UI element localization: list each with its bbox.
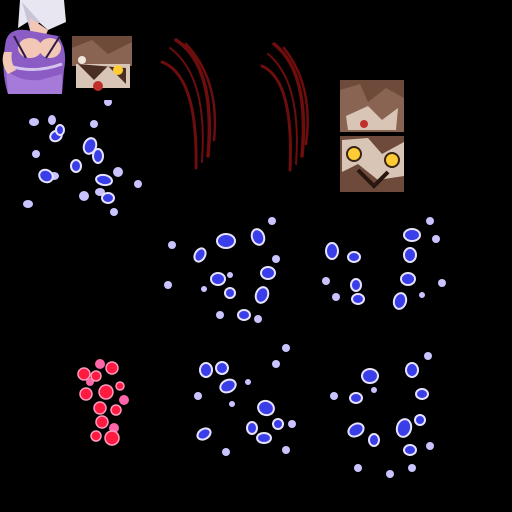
claw-slash-left — [158, 36, 228, 176]
sparkle-ring-4 — [330, 350, 440, 478]
brown-fragment-small — [68, 34, 136, 96]
sparkle-ring-3 — [192, 344, 300, 458]
brown-fragment-stack — [338, 80, 406, 192]
sparkle-ring-1 — [160, 215, 285, 330]
sparkle-ring-2 — [318, 215, 448, 315]
claw-slash-right — [258, 40, 318, 176]
blue-sparkles — [18, 100, 148, 220]
red-sparkles — [76, 356, 136, 448]
character-portrait — [0, 0, 68, 96]
